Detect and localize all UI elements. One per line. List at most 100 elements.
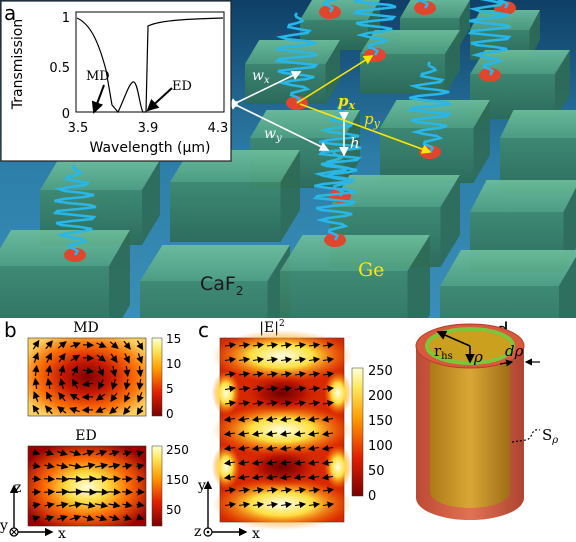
c-tick-150: 150 [368, 414, 393, 429]
ed-annotation-arrow [146, 87, 173, 112]
ed-vector [44, 488, 56, 496]
intensity-vector [280, 385, 293, 393]
wave-packet [407, 61, 452, 153]
wave-packet [52, 164, 97, 256]
ed-vector [136, 475, 145, 483]
ed-vector [32, 475, 42, 483]
md-vector [109, 341, 119, 349]
ed-vector [68, 462, 83, 470]
intensity-vector [238, 342, 251, 349]
md-vector [32, 352, 40, 363]
b-x-label: x [58, 526, 66, 542]
md-vector [81, 380, 93, 388]
ge-block [0, 230, 130, 318]
material-label: Ge [358, 259, 384, 281]
md-vector [95, 393, 106, 401]
intensity-vector [224, 385, 237, 393]
c-tick-100: 100 [368, 439, 393, 454]
md-vector [109, 406, 119, 414]
panel-d: d rhs ρ dρ Sρ [415, 318, 558, 520]
wy-label: wy [264, 126, 282, 144]
intensity-vector [322, 501, 335, 509]
md-tick-5: 5 [166, 382, 174, 396]
intensity-vector [322, 487, 335, 494]
ed-vector [108, 501, 121, 509]
intensity-vector [252, 400, 265, 407]
ed-vector [68, 488, 84, 496]
ed-field-arrows [32, 448, 145, 523]
inset-ylabel: Transmission [10, 19, 26, 110]
intensity-vector [265, 473, 278, 481]
ed-vector [69, 449, 82, 457]
inset-x-ticks: 3.5 3.9 4.3 [68, 121, 229, 136]
ed-vector [44, 449, 55, 456]
intensity-vector [252, 356, 265, 364]
intensity-vector [238, 356, 251, 364]
inset-y-ticks: 1 0.5 0 [49, 11, 70, 122]
px-label: px [338, 92, 356, 112]
md-vector [70, 354, 81, 362]
md-vector [123, 405, 131, 415]
intensity-vector [308, 371, 321, 378]
ed-vector [57, 514, 68, 522]
intensity-vector [266, 371, 279, 378]
intensity-vector [293, 415, 306, 423]
intensity-vector [321, 473, 334, 481]
md-vector [83, 367, 95, 375]
md-vector [71, 365, 78, 376]
intensity-vector [279, 430, 292, 437]
ge-block-side [280, 150, 300, 242]
md-vector [44, 405, 53, 415]
md-vector [97, 366, 104, 377]
intensity-vector [307, 473, 320, 481]
ed-vector [44, 462, 55, 470]
ed-map-title: ED [75, 428, 96, 444]
ge-block-top [470, 50, 570, 74]
ed-vector [68, 475, 84, 483]
ed-vector [108, 488, 121, 496]
intensity-vector [237, 459, 250, 466]
intensity-vector [223, 473, 236, 481]
md-vector [46, 391, 53, 402]
c-z-label: z [194, 524, 201, 540]
drho-arrow-left [499, 359, 514, 367]
intensity-vector [224, 371, 237, 378]
intensity-vector [224, 342, 237, 349]
py-label: py [364, 110, 381, 130]
intensity-vector [293, 444, 306, 452]
intensity-vector [238, 385, 251, 393]
intensity-vector [252, 385, 265, 393]
md-vector [136, 340, 144, 351]
intensity-vector [265, 415, 278, 423]
intensity-vector [238, 501, 251, 509]
intensity-vector [308, 487, 321, 494]
md-vector [110, 353, 118, 364]
wave-packet [312, 149, 357, 241]
intensity-vector [280, 356, 293, 364]
intensity-vector [251, 473, 264, 481]
ge-block-top [40, 160, 160, 190]
x-tick-3.5: 3.5 [68, 121, 89, 136]
ge-block [280, 235, 430, 318]
md-vector [123, 378, 131, 391]
intensity-vector [321, 444, 334, 452]
ge-block-front [140, 281, 268, 318]
intensity-vector [322, 356, 335, 364]
ed-vector [122, 475, 133, 483]
ed-vector [95, 514, 108, 522]
intensity-vector [294, 342, 307, 349]
intensity-vector [307, 430, 320, 437]
md-vector [110, 392, 118, 402]
ge-block-top [470, 10, 540, 30]
md-vector [123, 366, 131, 378]
ed-vector [80, 475, 97, 483]
md-vector [32, 364, 40, 377]
ed-vector [32, 501, 41, 509]
ed-vector [32, 448, 41, 456]
ge-block-side [473, 100, 490, 183]
c-x-label: x [252, 526, 260, 542]
drho-label: dρ [505, 342, 524, 360]
panel-label-c: c [198, 318, 209, 342]
wave-packet [352, 0, 397, 56]
